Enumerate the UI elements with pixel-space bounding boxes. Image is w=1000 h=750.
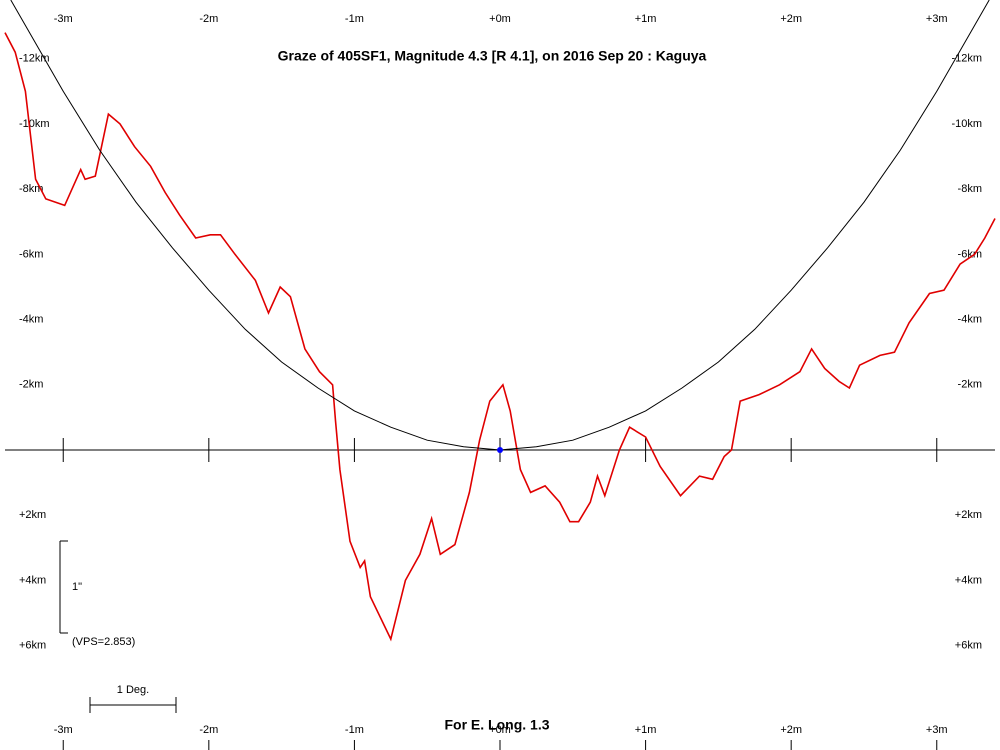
y-tick-label: -12km (951, 53, 982, 65)
x-tick-label: -1m (345, 13, 364, 25)
y-tick-label: -2km (958, 379, 982, 391)
y-tick-label: -8km (19, 183, 43, 195)
y-tick-label: -4km (19, 313, 43, 325)
x-tick-label: +0m (489, 13, 511, 25)
y-tick-label: +4km (19, 574, 46, 586)
x-tick-label: -3m (54, 13, 73, 25)
vps-label: (VPS=2.853) (72, 636, 135, 648)
y-tick-label: -12km (19, 53, 50, 65)
y-tick-label: -8km (958, 183, 982, 195)
x-tick-label: +3m (926, 724, 948, 736)
y-tick-label: +2km (955, 509, 982, 521)
degree-label: 1 Deg. (117, 684, 149, 696)
scale-label: 1" (72, 581, 82, 593)
x-tick-label: +1m (635, 13, 657, 25)
y-tick-label: -10km (19, 118, 50, 130)
x-tick-label: +2m (780, 13, 802, 25)
chart-title: Graze of 405SF1, Magnitude 4.3 [R 4.1], … (278, 48, 707, 64)
star-point (497, 447, 503, 453)
x-tick-label: -2m (199, 13, 218, 25)
y-tick-label: -2km (19, 379, 43, 391)
x-tick-label: +3m (926, 13, 948, 25)
x-tick-label: -2m (199, 724, 218, 736)
x-tick-label: +0m (489, 724, 511, 736)
profile-line (4, 32, 996, 642)
y-tick-label: +6km (955, 640, 982, 652)
y-tick-label: -10km (951, 118, 982, 130)
scale-bar (59, 540, 177, 713)
y-tick-label: +6km (19, 640, 46, 652)
y-tick-label: -4km (958, 313, 982, 325)
y-tick-label: +4km (955, 574, 982, 586)
footer: For E. Long. 1.3 (444, 717, 549, 733)
x-tick-label: +2m (780, 724, 802, 736)
profile-line (10, 0, 990, 451)
y-tick-label: -6km (19, 248, 43, 260)
x-tick-label: -3m (54, 724, 73, 736)
x-tick-label: -1m (345, 724, 364, 736)
x-tick-label: +1m (635, 724, 657, 736)
y-tick-label: +2km (19, 509, 46, 521)
